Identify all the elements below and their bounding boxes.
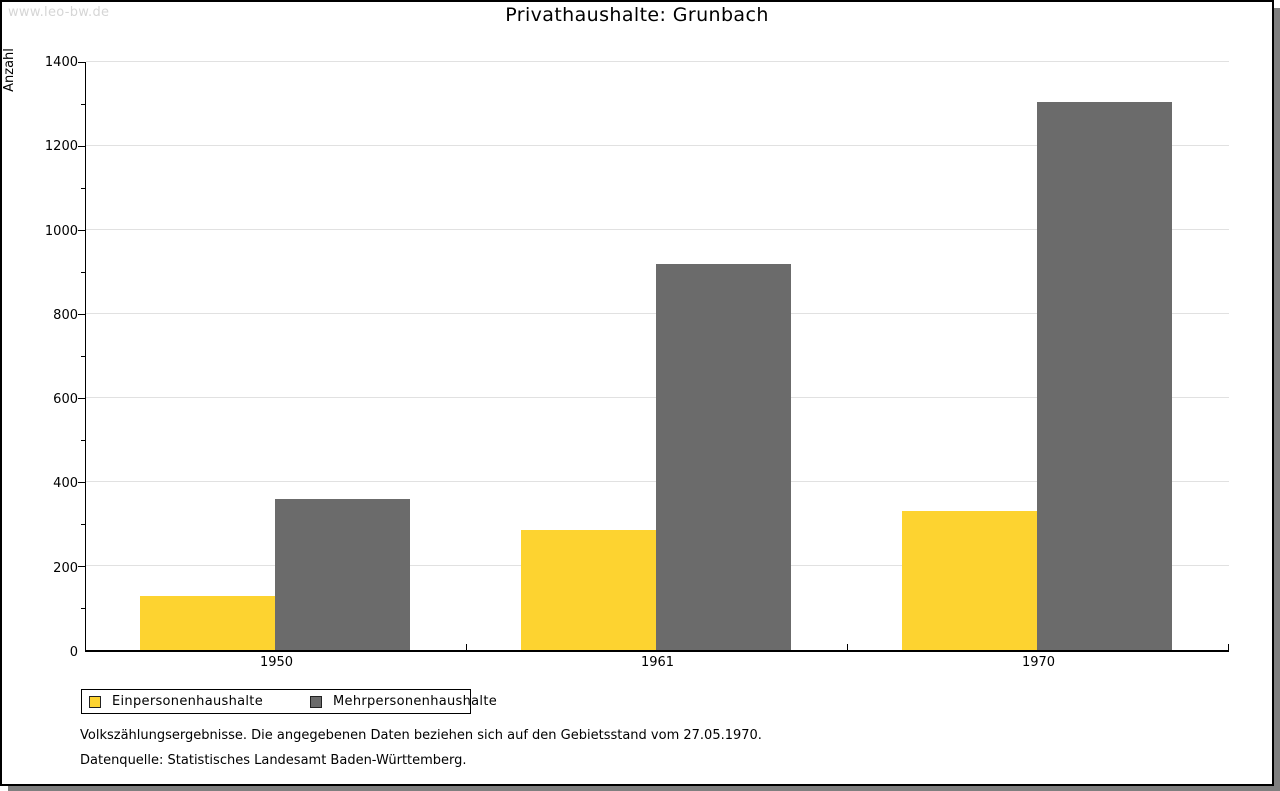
y-major-tick <box>78 566 85 568</box>
gridline <box>86 61 1229 62</box>
plot-area: 1950 1961 1970 <box>78 61 1229 670</box>
legend-swatch <box>89 695 101 708</box>
y-minor-tick <box>81 188 85 189</box>
y-tick-label: 1000 <box>44 223 78 239</box>
x-boundary-tick <box>465 644 467 650</box>
x-tick-label: 1961 <box>640 655 675 670</box>
bar-mehrpersonenhaushalte-1970 <box>1036 101 1172 650</box>
watermark: www.leo-bw.de <box>8 5 110 20</box>
y-tick-label: 600 <box>53 392 78 408</box>
y-major-tick <box>78 62 85 63</box>
y-tick-label: 1400 <box>44 55 78 70</box>
y-minor-tick <box>81 524 85 525</box>
y-tick-label: 800 <box>53 307 78 323</box>
y-minor-tick <box>81 356 85 357</box>
footnote-data-source: Datenquelle: Statistisches Landesamt Bad… <box>80 753 467 768</box>
gridline <box>86 145 1229 146</box>
bar-einpersonenhaushalte-1950 <box>140 596 275 650</box>
x-tick-label: 1970 <box>1021 655 1056 670</box>
x-boundary-tick <box>846 644 848 650</box>
y-major-tick <box>78 398 85 399</box>
y-tick-label: 400 <box>53 476 78 492</box>
bar-mehrpersonenhaushalte-1950 <box>274 498 410 650</box>
gridline <box>86 229 1229 230</box>
legend-label: Einpersonenhaushalte <box>112 694 263 709</box>
y-major-tick <box>78 482 85 484</box>
y-axis-title: Anzahl <box>2 48 17 92</box>
y-tick-label: 1200 <box>44 139 78 155</box>
legend-item-einpersonenhaushalte: Einpersonenhaushalte <box>89 694 263 709</box>
legend-swatch <box>310 695 322 708</box>
x-tick-label: 1950 <box>259 655 294 670</box>
y-tick-label: 0 <box>69 645 78 660</box>
y-minor-tick <box>81 440 85 441</box>
legend-item-mehrpersonenhaushalte: Mehrpersonenhaushalte <box>310 694 497 709</box>
frame-shadow-right <box>1274 8 1280 791</box>
frame-shadow-bottom <box>8 786 1280 791</box>
footnote-source-note: Volkszählungsergebnisse. Die angegebenen… <box>80 728 762 743</box>
bar-mehrpersonenhaushalte-1961 <box>655 264 791 650</box>
y-minor-tick <box>81 608 85 610</box>
y-major-tick <box>78 230 85 231</box>
y-major-tick <box>78 314 85 316</box>
x-boundary-tick <box>1228 644 1229 650</box>
y-axis-labels: 0 200 400 600 800 1000 1200 1400 <box>20 55 78 660</box>
y-major-tick <box>78 146 85 147</box>
y-minor-tick <box>81 104 85 105</box>
y-tick-label: 200 <box>53 560 78 576</box>
legend-label: Mehrpersonenhaushalte <box>333 694 498 709</box>
bar-einpersonenhaushalte-1961 <box>521 529 656 650</box>
legend: Einpersonenhaushalte Mehrpersonenhaushal… <box>81 689 497 714</box>
chart-title: Privathaushalte: Grunbach <box>505 4 769 26</box>
bar-einpersonenhaushalte-1970 <box>902 510 1037 650</box>
y-minor-tick <box>81 272 85 273</box>
